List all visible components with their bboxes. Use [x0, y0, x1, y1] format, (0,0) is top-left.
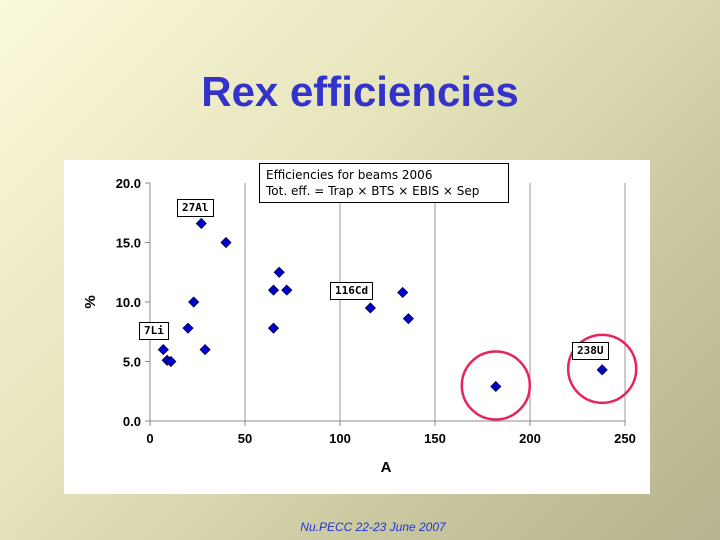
y-axis-label: %: [82, 295, 99, 308]
data-point: [165, 355, 177, 368]
data-point: [199, 344, 211, 356]
x-tick-label: 100: [329, 431, 351, 446]
y-tick-label: 20.0: [116, 176, 141, 191]
info-box-line-1: Efficiencies for beams 2006: [266, 168, 433, 182]
highlight-circle: [460, 350, 532, 421]
x-axis-label: A: [381, 459, 392, 476]
info-box: Efficiencies for beams 2006 Tot. eff. = …: [259, 163, 509, 203]
callout-7li: 7Li: [139, 322, 169, 340]
callout-27al: 27Al: [177, 199, 214, 217]
x-tick-label: 0: [146, 431, 153, 446]
slide-title: Rex efficiencies: [201, 68, 519, 115]
data-point: [267, 284, 280, 296]
callout-116cd: 116Cd: [330, 282, 374, 300]
y-tick-label: 10.0: [116, 295, 141, 310]
y-tick-label: 15.0: [116, 236, 141, 251]
x-tick-label: 150: [424, 431, 446, 446]
data-point: [182, 322, 194, 334]
info-box-line-2: Tot. eff. = Trap × BTS × EBIS × Sep: [266, 184, 480, 198]
x-tick-label: 200: [519, 431, 541, 446]
data-point: [157, 344, 169, 356]
callout-238u: 238U: [572, 342, 609, 360]
data-point: [220, 236, 232, 249]
scatter-chart: 0.0 5.0 10.0 15.0 20.0 0 50 100 150 200 250 A %: [82, 176, 638, 476]
data-point: [596, 364, 608, 376]
data-point: [281, 284, 293, 296]
y-tick-label: 0.0: [123, 414, 141, 429]
data-point: [188, 296, 200, 308]
x-tick-label: 250: [614, 431, 636, 446]
highlight-circle: [566, 333, 638, 405]
data-point: [267, 322, 280, 334]
data-point: [490, 380, 502, 393]
y-tick-label: 5.0: [123, 355, 141, 370]
data-point: [273, 266, 285, 278]
footer-text: Nu.PECC 22-23 June 2007: [300, 520, 446, 534]
data-point: [364, 302, 376, 314]
data-point: [397, 286, 409, 299]
x-tick-label: 50: [238, 431, 252, 446]
data-point: [402, 313, 414, 325]
data-point: [195, 217, 207, 230]
